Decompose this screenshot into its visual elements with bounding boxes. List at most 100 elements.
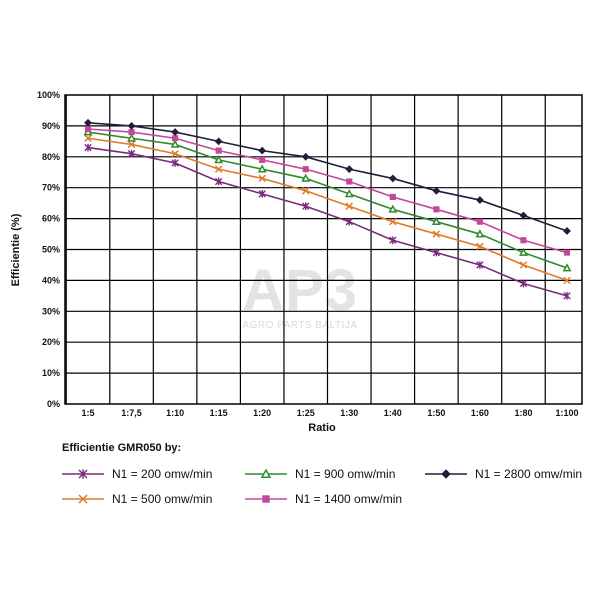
y-tick-label: 80% xyxy=(42,152,60,162)
x-marker xyxy=(258,174,266,183)
series-line xyxy=(87,122,568,232)
diamond-marker xyxy=(432,186,441,195)
x-marker xyxy=(84,134,92,142)
x-tick-label: 1:80 xyxy=(514,408,532,418)
series-4 xyxy=(84,125,571,256)
square-marker xyxy=(476,218,483,225)
square-marker xyxy=(262,495,270,503)
x-marker xyxy=(171,149,179,158)
x-marker xyxy=(519,261,528,269)
watermark-logo: AP3 AGRO PARTS BALTIJA xyxy=(242,258,357,331)
triangle-marker xyxy=(170,139,180,148)
x-tick-label: 1:50 xyxy=(427,408,445,418)
diamond-marker xyxy=(388,174,397,183)
x-marker xyxy=(389,217,397,226)
legend-item: N1 = 2800 omw/min xyxy=(425,467,582,481)
star-marker xyxy=(302,202,310,211)
series-1 xyxy=(84,143,571,300)
square-marker xyxy=(172,135,179,142)
legend-label: N1 = 200 omw/min xyxy=(112,467,212,481)
square-marker xyxy=(433,206,440,213)
x-marker xyxy=(301,187,310,195)
star-marker xyxy=(432,248,441,257)
x-tick-label: 1:20 xyxy=(253,408,271,418)
series-lines xyxy=(83,118,572,300)
diamond-marker xyxy=(441,469,451,479)
x-tick-label: 1:40 xyxy=(384,408,402,418)
star-marker xyxy=(258,190,266,198)
y-tick-label: 0% xyxy=(47,399,60,409)
triangle-marker xyxy=(127,133,137,142)
square-marker xyxy=(128,129,135,136)
square-marker xyxy=(302,166,309,173)
x-tick-label: 1:15 xyxy=(210,408,228,418)
diamond-marker xyxy=(345,165,354,174)
diamond-marker xyxy=(301,152,310,161)
x-tick-label: 1:100 xyxy=(555,408,578,418)
triangle-marker xyxy=(475,229,485,238)
square-marker xyxy=(389,193,396,201)
x-marker xyxy=(214,165,223,173)
triangle-marker xyxy=(431,216,441,225)
x-marker xyxy=(476,242,484,251)
star-marker xyxy=(389,236,397,245)
series-line xyxy=(87,128,568,254)
triangle-marker xyxy=(214,155,224,164)
x-marker xyxy=(127,140,136,149)
square-marker xyxy=(84,125,92,133)
series-5 xyxy=(84,118,571,235)
square-marker xyxy=(346,178,353,185)
x-marker xyxy=(78,494,88,504)
triangle-marker xyxy=(260,468,272,478)
diamond-marker xyxy=(258,146,267,155)
y-tick-label: 60% xyxy=(42,214,60,224)
star-marker xyxy=(84,143,92,152)
star-marker xyxy=(78,469,88,479)
y-tick-label: 10% xyxy=(42,368,60,378)
triangle-marker xyxy=(344,189,354,198)
legend-label: N1 = 2800 omw/min xyxy=(475,467,582,481)
x-marker xyxy=(432,230,441,238)
x-tick-label: 1:60 xyxy=(471,408,489,418)
legend-label: N1 = 500 omw/min xyxy=(112,492,212,506)
legend-item: N1 = 1400 omw/min xyxy=(245,492,402,506)
x-marker xyxy=(345,202,354,210)
diamond-marker xyxy=(563,227,571,235)
triangle-marker xyxy=(388,204,398,213)
triangle-marker xyxy=(518,247,528,256)
diamond-marker xyxy=(476,196,484,204)
diamond-marker xyxy=(171,128,179,136)
y-tick-label: 40% xyxy=(42,275,60,285)
legend: Efficientie GMR050 by: N1 = 200 omw/min N… xyxy=(62,442,582,506)
series-line xyxy=(87,137,568,282)
legend-label: N1 = 900 omw/min xyxy=(295,467,395,481)
x-tick-label: 1:7,5 xyxy=(121,408,142,418)
x-tick-label: 1:30 xyxy=(340,408,358,418)
series-3 xyxy=(83,127,572,272)
legend-item: N1 = 900 omw/min xyxy=(245,467,395,481)
x-tick-labels: 1:5 1:7,5 1:10 1:15 1:20 1:25 1:30 1:40 1:50 1:60… xyxy=(81,408,578,418)
star-marker xyxy=(345,217,353,226)
series-2 xyxy=(84,134,571,285)
watermark-tagline: AGRO PARTS BALTIJA xyxy=(242,320,357,331)
square-marker xyxy=(520,237,527,244)
x-axis-title: Ratio xyxy=(308,422,336,434)
star-marker xyxy=(476,261,484,269)
square-marker xyxy=(563,249,571,256)
y-tick-label: 20% xyxy=(42,337,60,347)
legend-item: N1 = 200 omw/min xyxy=(62,467,212,481)
triangle-marker xyxy=(257,164,267,173)
y-tick-label: 30% xyxy=(42,306,60,316)
series-line xyxy=(87,131,568,269)
x-tick-label: 1:10 xyxy=(166,408,184,418)
legend-label: N1 = 1400 omw/min xyxy=(295,492,402,506)
legend-item: N1 = 500 omw/min xyxy=(62,492,212,506)
triangle-marker xyxy=(301,173,311,182)
star-marker xyxy=(127,149,136,158)
star-marker xyxy=(171,159,179,167)
triangle-marker xyxy=(562,263,572,272)
y-tick-labels: 0% 10% 20% 30% 40% 50% 60% 70% 80% 90% 100% xyxy=(37,90,60,409)
star-marker xyxy=(519,279,528,288)
legend-title: Efficientie GMR050 by: xyxy=(62,442,181,454)
